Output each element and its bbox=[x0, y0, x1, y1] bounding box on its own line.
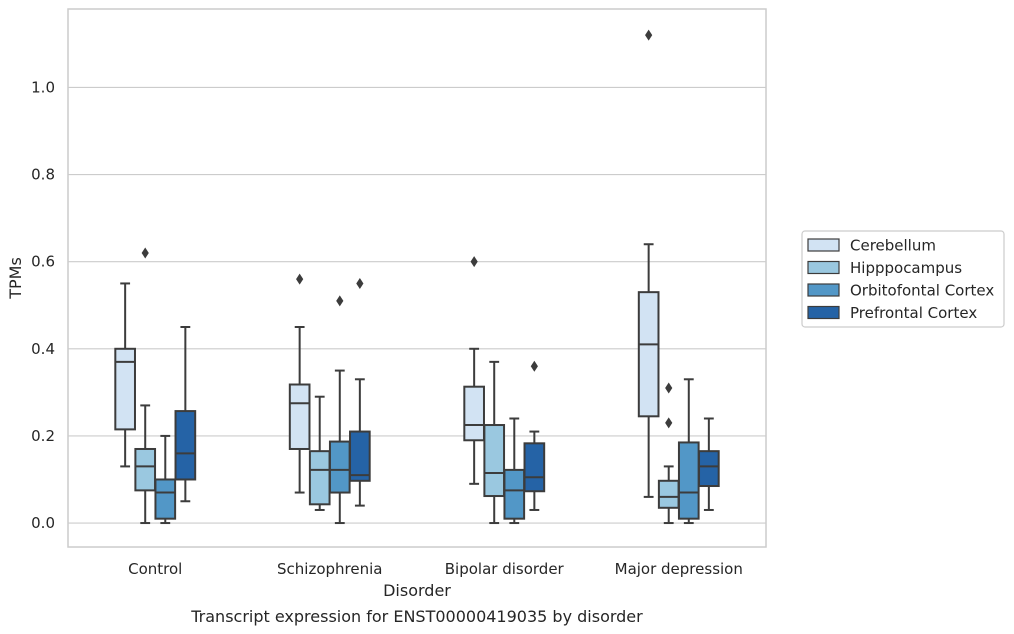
legend-swatch bbox=[807, 305, 840, 320]
outlier-point bbox=[356, 277, 364, 289]
legend-label: Orbitofontal Cortex bbox=[850, 282, 994, 300]
outlier-point bbox=[470, 256, 478, 268]
x-tick-label: Bipolar disorder bbox=[445, 560, 565, 578]
box-groups bbox=[114, 29, 720, 525]
box-1-3 bbox=[657, 382, 680, 525]
outlier-point bbox=[645, 29, 653, 41]
y-axis-label: TPMs bbox=[6, 257, 25, 300]
legend-label: Prefrontal Cortex bbox=[850, 304, 977, 322]
box-3-0 bbox=[174, 326, 197, 503]
box-2-2 bbox=[503, 417, 526, 525]
box-body bbox=[328, 440, 351, 494]
legend-swatch bbox=[807, 238, 840, 252]
box-body bbox=[677, 441, 700, 520]
x-tick-label: Major depression bbox=[615, 560, 743, 578]
box-body bbox=[134, 447, 157, 492]
x-tick-label: Schizophrenia bbox=[277, 560, 382, 578]
y-tick-label: 0.8 bbox=[31, 166, 55, 184]
outlier-point bbox=[665, 417, 673, 429]
outlier-point bbox=[665, 382, 673, 394]
box-0-3 bbox=[637, 29, 660, 498]
box-body bbox=[698, 450, 720, 488]
outlier-point bbox=[296, 273, 304, 285]
box-body bbox=[503, 468, 526, 520]
legend-label: Cerebellum bbox=[850, 237, 936, 255]
box-body bbox=[154, 478, 177, 520]
box-body bbox=[483, 424, 506, 498]
legend-swatch bbox=[807, 283, 840, 297]
box-0-1 bbox=[288, 273, 311, 494]
box-2-0 bbox=[154, 434, 177, 525]
x-axis-ticks: Control Schizophrenia Bipolar disorder Majo… bbox=[128, 560, 743, 578]
box-2-1 bbox=[328, 295, 351, 525]
outlier-point bbox=[141, 247, 149, 259]
y-tick-label: 0.2 bbox=[31, 427, 55, 445]
box-0-2 bbox=[463, 256, 485, 485]
y-axis-ticks: 0.0 0.2 0.4 0.6 0.8 1.0 bbox=[31, 78, 55, 532]
box-3-1 bbox=[349, 277, 371, 507]
y-tick-label: 0.0 bbox=[31, 514, 55, 532]
box-3-2 bbox=[523, 360, 546, 511]
y-tick-label: 1.0 bbox=[31, 78, 55, 96]
box-body bbox=[349, 430, 371, 482]
x-tick-label: Control bbox=[128, 560, 182, 578]
chart-caption: Transcript expression for ENST0000041903… bbox=[190, 607, 643, 626]
plot-frame bbox=[67, 8, 767, 548]
box-body bbox=[463, 385, 485, 442]
box-body bbox=[174, 410, 197, 481]
box-1-0 bbox=[134, 247, 157, 525]
box-body bbox=[114, 347, 136, 431]
box-0-0 bbox=[114, 282, 136, 468]
box-body bbox=[288, 383, 311, 450]
box-body bbox=[523, 442, 546, 493]
legend: Cerebellum Hipppocampus Orbitofontal Corte… bbox=[801, 230, 1005, 328]
legend-swatch bbox=[807, 260, 840, 275]
box-1-2 bbox=[483, 360, 506, 525]
y-tick-label: 0.6 bbox=[31, 253, 55, 271]
x-axis-label: Disorder bbox=[383, 581, 451, 600]
y-tick-label: 0.4 bbox=[31, 340, 55, 358]
legend-label: Hipppocampus bbox=[850, 259, 962, 277]
box-body bbox=[657, 479, 680, 509]
outlier-point bbox=[336, 295, 344, 307]
box-3-3 bbox=[698, 417, 720, 511]
box-body bbox=[637, 291, 660, 418]
legend-frame bbox=[801, 230, 1005, 328]
box-body bbox=[308, 450, 331, 506]
outlier-point bbox=[530, 360, 538, 372]
